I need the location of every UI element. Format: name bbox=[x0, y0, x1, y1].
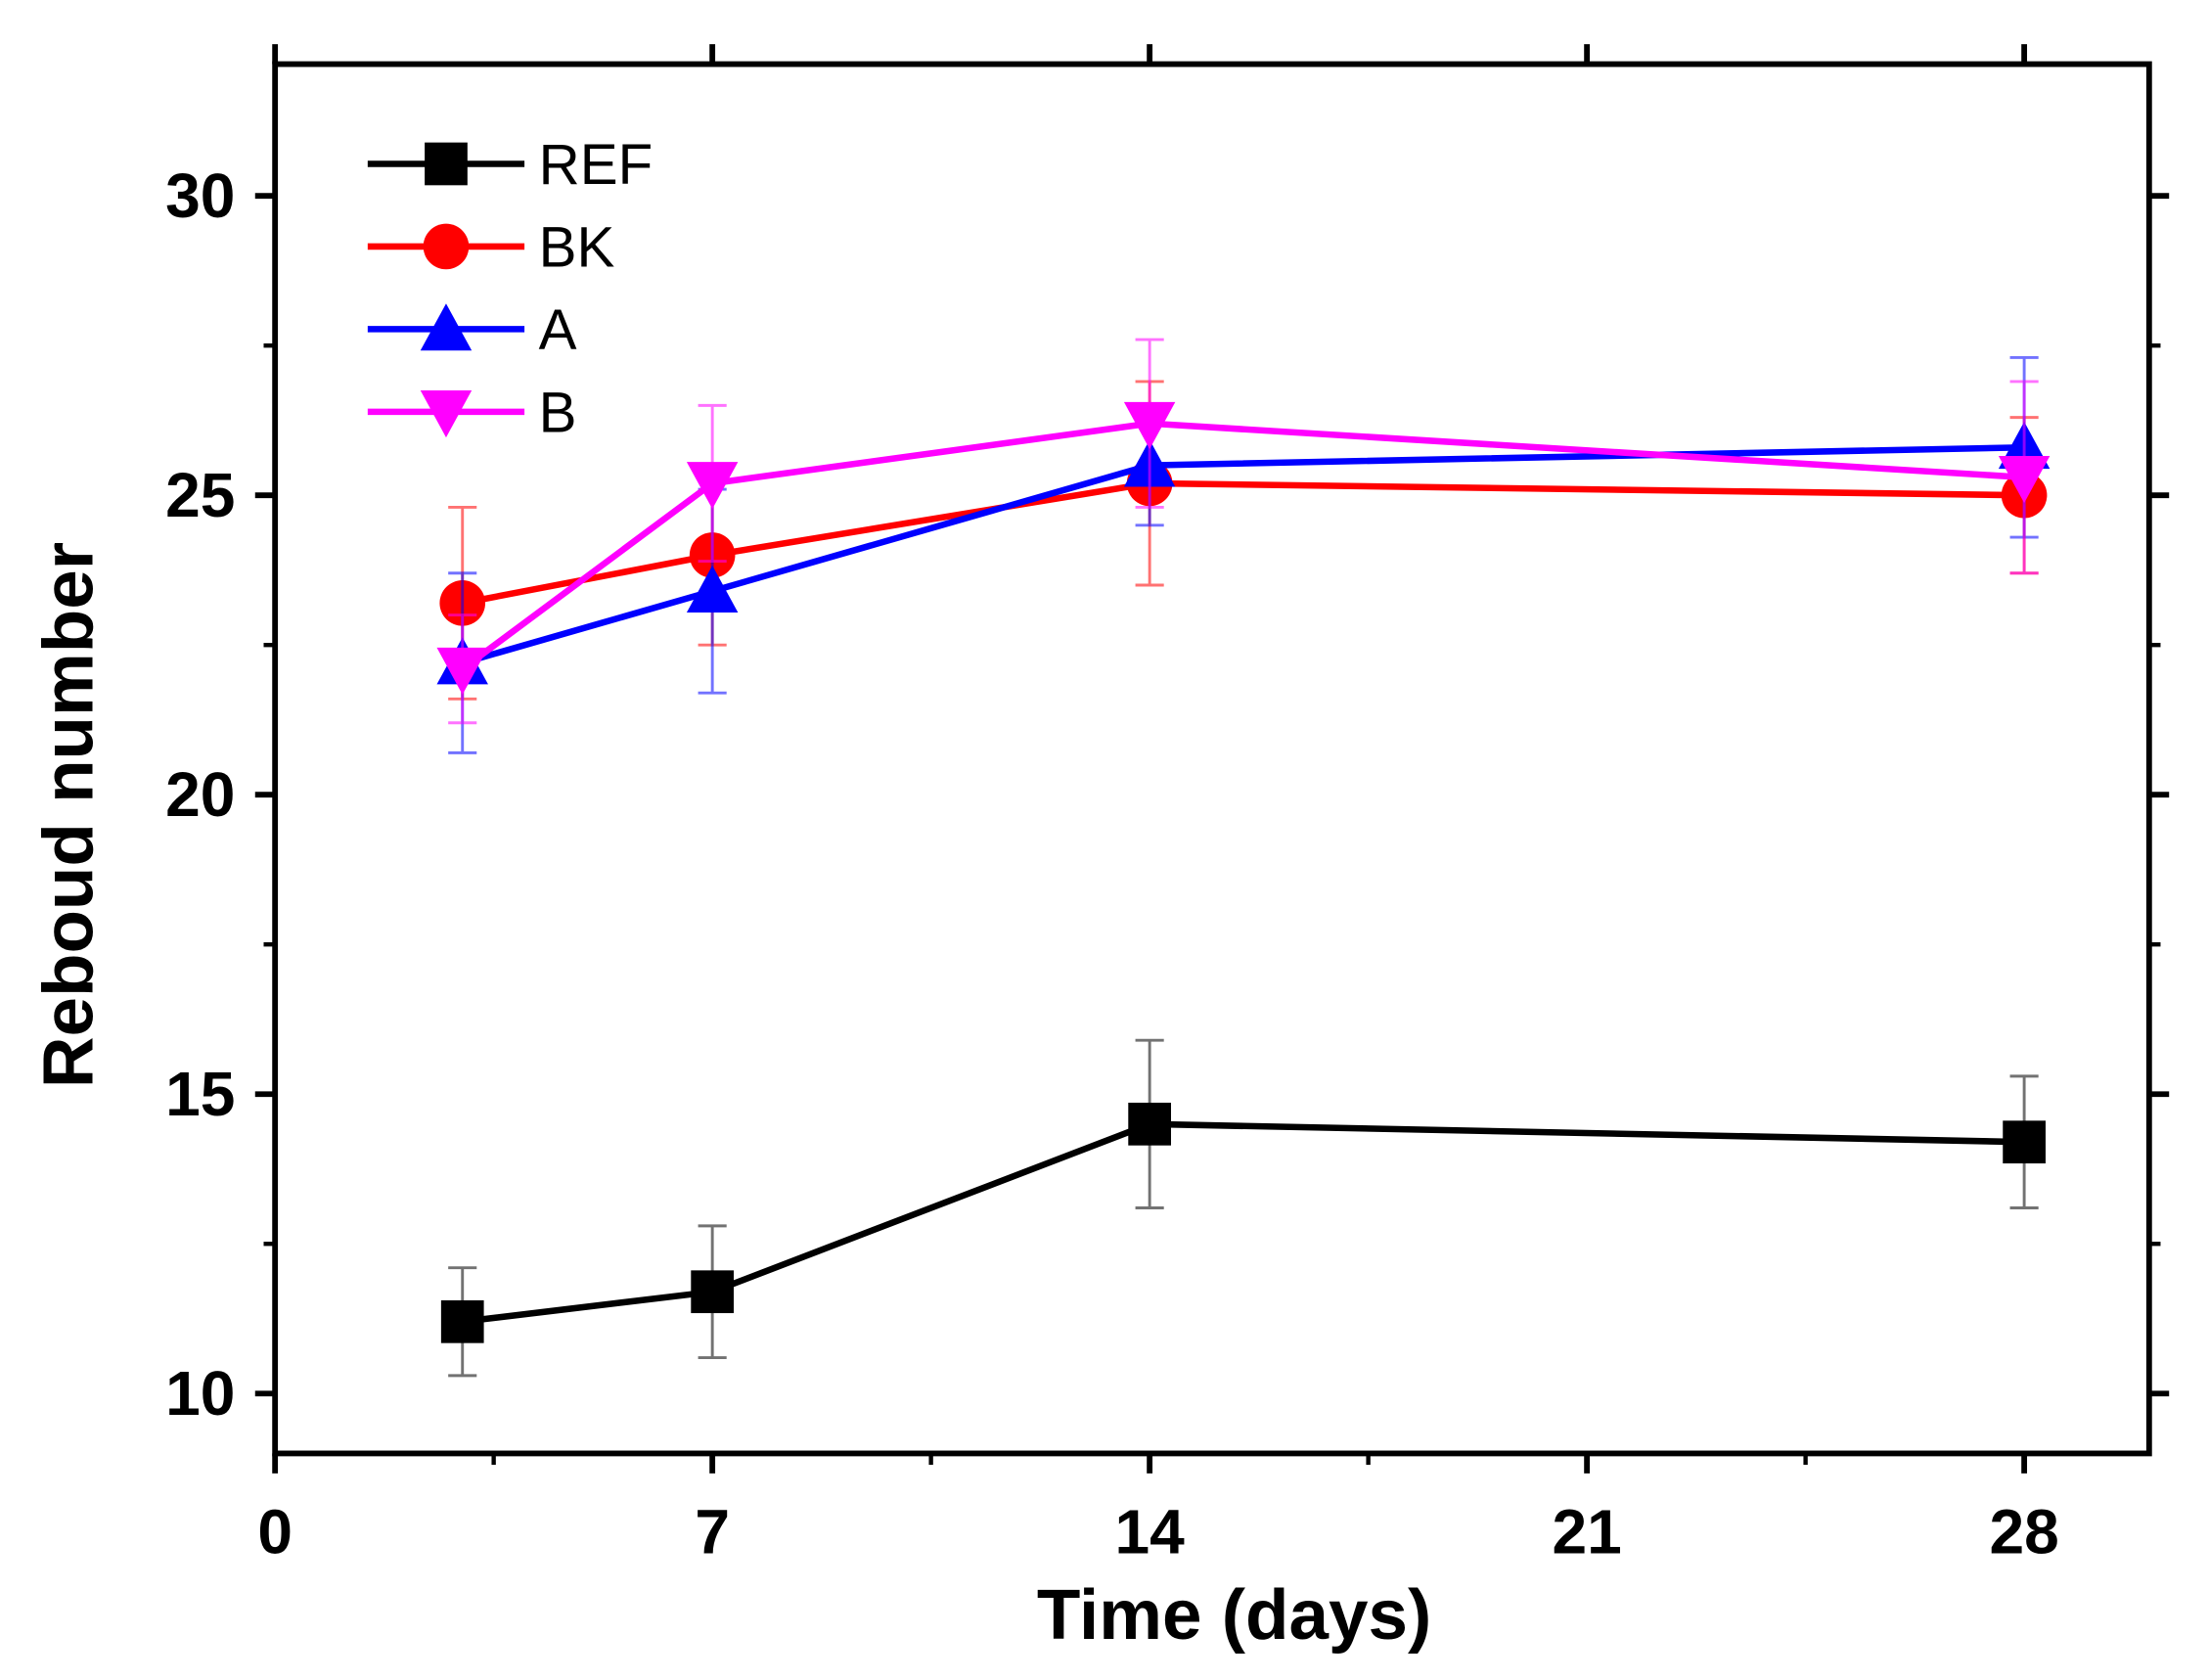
legend-label: REF bbox=[539, 133, 654, 197]
legend-item: A bbox=[367, 298, 577, 362]
y-tick-label: 20 bbox=[165, 759, 235, 830]
series-line bbox=[461, 443, 2025, 666]
legend-marker bbox=[420, 303, 473, 351]
legend: REF BK AB bbox=[367, 133, 654, 444]
series-a bbox=[436, 355, 2051, 754]
legend-label: BK bbox=[539, 215, 615, 279]
legend-label: B bbox=[539, 381, 577, 444]
series-layer bbox=[436, 338, 2051, 1378]
legend-item: REF bbox=[367, 133, 654, 197]
plot-frame bbox=[272, 61, 2152, 1457]
legend-label: A bbox=[539, 298, 577, 362]
data-point bbox=[691, 1270, 734, 1314]
y-tick-label: 25 bbox=[165, 460, 235, 530]
axes: 0 7 14 21 28 10 15 20 25 30 bbox=[165, 44, 2170, 1566]
data-point bbox=[436, 647, 488, 695]
y-tick-label: 10 bbox=[165, 1358, 235, 1429]
y-tick-label: 15 bbox=[165, 1059, 235, 1129]
data-point bbox=[1128, 1102, 1171, 1146]
data-point bbox=[440, 1299, 484, 1343]
series-line bbox=[460, 420, 2025, 672]
y-tick-label: 30 bbox=[165, 160, 235, 231]
legend-marker bbox=[425, 142, 468, 186]
x-tick-label: 21 bbox=[1552, 1496, 1621, 1566]
data-point bbox=[2003, 1120, 2046, 1164]
series-ref bbox=[440, 1038, 2046, 1378]
x-axis-title: Time (days) bbox=[1037, 1575, 1431, 1655]
data-point bbox=[686, 462, 739, 510]
series-b bbox=[436, 338, 2051, 725]
data-point bbox=[1123, 401, 1176, 449]
legend-item: BK bbox=[367, 215, 615, 279]
data-point bbox=[1998, 455, 2051, 504]
x-tick-label: 0 bbox=[257, 1496, 293, 1566]
legend-marker bbox=[420, 390, 473, 438]
y-axis-title: Reboud number bbox=[29, 542, 109, 1088]
series-line bbox=[462, 1120, 2025, 1326]
data-point bbox=[686, 565, 739, 613]
legend-item: B bbox=[367, 381, 577, 444]
x-tick-label: 14 bbox=[1114, 1496, 1185, 1566]
x-tick-label: 7 bbox=[695, 1496, 730, 1566]
x-tick-label: 28 bbox=[1989, 1496, 2058, 1566]
legend-marker bbox=[423, 223, 470, 270]
